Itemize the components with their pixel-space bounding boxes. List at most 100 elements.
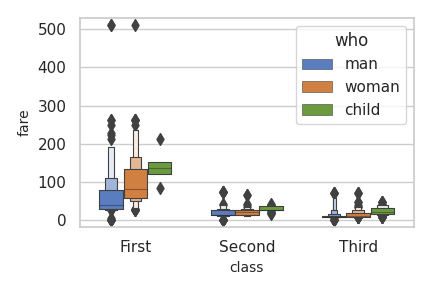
Point [132,207,139,212]
Point [108,217,115,222]
Point [219,202,226,207]
Point [219,217,226,222]
Point [379,200,386,204]
Point [379,214,386,219]
Point [219,217,226,222]
Point [108,217,115,222]
Point [108,217,115,222]
Point [243,193,250,197]
Point [243,193,250,197]
Point [267,203,274,208]
Point [379,202,386,207]
Point [267,202,274,207]
Point [330,191,337,195]
Point [355,214,362,219]
Point [108,215,115,220]
Point [132,207,139,212]
Point [379,214,386,219]
Legend: man, woman, child: man, woman, child [295,26,407,124]
Point [330,217,337,222]
Point [379,202,386,207]
Point [355,191,362,195]
Point [243,205,250,209]
Point [267,203,274,208]
X-axis label: class: class [230,261,264,275]
Point [330,216,337,220]
Point [330,191,337,195]
Point [355,214,362,219]
Point [108,117,115,122]
Point [108,207,115,212]
Point [330,217,337,222]
Point [219,217,226,222]
Point [108,133,115,138]
Point [355,202,362,207]
Point [108,22,115,27]
Y-axis label: fare: fare [18,109,32,137]
Point [243,202,250,207]
Point [267,210,274,215]
Point [108,123,115,128]
Point [132,123,139,128]
Point [132,207,139,212]
Point [330,191,337,195]
Point [219,217,226,222]
Point [355,214,362,219]
Point [132,117,139,122]
Point [267,202,274,206]
Point [219,189,226,194]
Point [156,186,163,191]
Point [132,117,139,122]
Point [330,217,337,222]
Point [355,214,362,219]
Point [355,204,362,209]
Point [379,200,386,204]
Point [355,200,362,204]
Point [267,202,274,207]
Point [132,206,139,211]
Point [330,217,337,222]
Point [379,200,386,204]
Point [108,207,115,212]
Point [108,131,115,135]
Point [267,209,274,213]
Point [108,217,115,222]
Point [156,137,163,142]
Point [379,202,386,207]
Point [219,189,226,194]
Point [108,117,115,122]
Point [355,200,362,204]
Point [132,117,139,122]
Point [355,214,362,219]
Point [355,191,362,195]
Point [355,214,362,219]
Point [243,202,250,206]
Point [355,215,362,219]
Point [267,210,274,214]
Point [108,217,115,222]
Point [219,217,226,222]
Point [267,212,274,217]
Point [355,204,362,209]
Point [132,22,139,27]
Point [379,213,386,218]
Point [379,214,386,219]
Point [379,214,386,219]
Point [219,189,226,194]
Point [132,117,139,122]
Point [379,214,386,219]
Point [379,202,386,207]
Point [330,191,337,195]
Point [132,207,139,212]
Point [108,137,115,142]
Point [379,200,386,204]
Point [219,217,226,222]
Point [219,189,226,194]
Point [132,207,139,212]
Point [267,210,274,215]
Point [379,214,386,219]
Point [219,202,226,206]
Point [108,22,115,27]
Point [355,214,362,219]
Point [219,189,226,194]
